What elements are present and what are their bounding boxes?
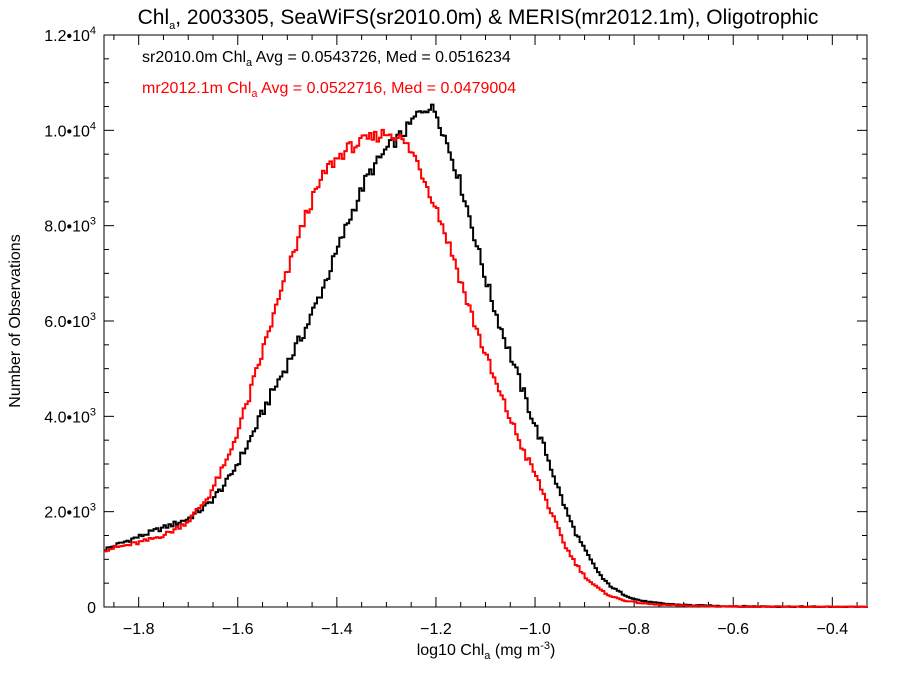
x-tick-label: −1.4 xyxy=(321,621,353,638)
legend-sr-pre: sr2010.0m Chl xyxy=(142,49,246,66)
chart-title-pre: Chl xyxy=(138,6,170,29)
x-label-post: (mg m xyxy=(490,642,540,659)
legend-mr-sub: a xyxy=(251,88,258,100)
y-tick-label: 6.0•103 xyxy=(44,311,96,331)
y-tick-label: 4.0•103 xyxy=(44,406,96,426)
chart-title-post: , 2003305, SeaWiFS(sr2010.0m) & MERIS(mr… xyxy=(175,6,818,29)
x-label-pre: log10 Chl xyxy=(417,642,485,659)
series-layer xyxy=(104,103,868,608)
x-tick-label: −1.0 xyxy=(519,621,551,638)
x-tick-label: −1.8 xyxy=(123,621,155,638)
axis-ticks: −1.8 −1.6 −1.4 −1.2 −1.0 −0.8 −0.6 −0.4 0 2.0•103… xyxy=(44,25,867,638)
y-tick-label: 2.0•103 xyxy=(44,502,96,522)
x-tick-label: −0.6 xyxy=(717,621,749,638)
y-axis-label: Number of Observations xyxy=(7,234,24,407)
x-label-sub: a xyxy=(484,650,491,662)
legend-sr-sub: a xyxy=(246,57,253,69)
y-tick-label: 1.2•104 xyxy=(44,25,96,45)
legend-entry-sr2010: sr2010.0m Chla Avg = 0.0543726, Med = 0.… xyxy=(142,49,511,69)
chart-title: Chla, 2003305, SeaWiFS(sr2010.0m) & MERI… xyxy=(138,6,819,32)
series-line-sr2010.0m xyxy=(104,103,868,608)
x-tick-label: −0.8 xyxy=(618,621,650,638)
chart-title-sub: a xyxy=(169,20,176,32)
y-tick-label: 0 xyxy=(87,600,96,617)
legend-entry-mr2012: mr2012.1m Chla Avg = 0.0522716, Med = 0.… xyxy=(142,80,516,100)
plot-area-frame xyxy=(103,34,868,608)
x-tick-label: −1.2 xyxy=(420,621,452,638)
x-tick-label: −0.4 xyxy=(817,621,849,638)
x-tick-label: −1.6 xyxy=(222,621,254,638)
legend-mr-pre: mr2012.1m Chl xyxy=(142,80,251,97)
x-axis-label: log10 Chla (mg m-3) xyxy=(417,640,556,662)
y-tick-label: 1.0•104 xyxy=(44,120,96,140)
x-label-sup: -3 xyxy=(540,640,550,652)
x-label-end: ) xyxy=(550,642,555,659)
legend-sr-post: Avg = 0.0543726, Med = 0.0516234 xyxy=(252,49,511,66)
series-line-mr2012.1m xyxy=(104,128,868,608)
y-tick-label: 8.0•103 xyxy=(44,216,96,236)
legend-mr-post: Avg = 0.0522716, Med = 0.0479004 xyxy=(258,80,517,97)
